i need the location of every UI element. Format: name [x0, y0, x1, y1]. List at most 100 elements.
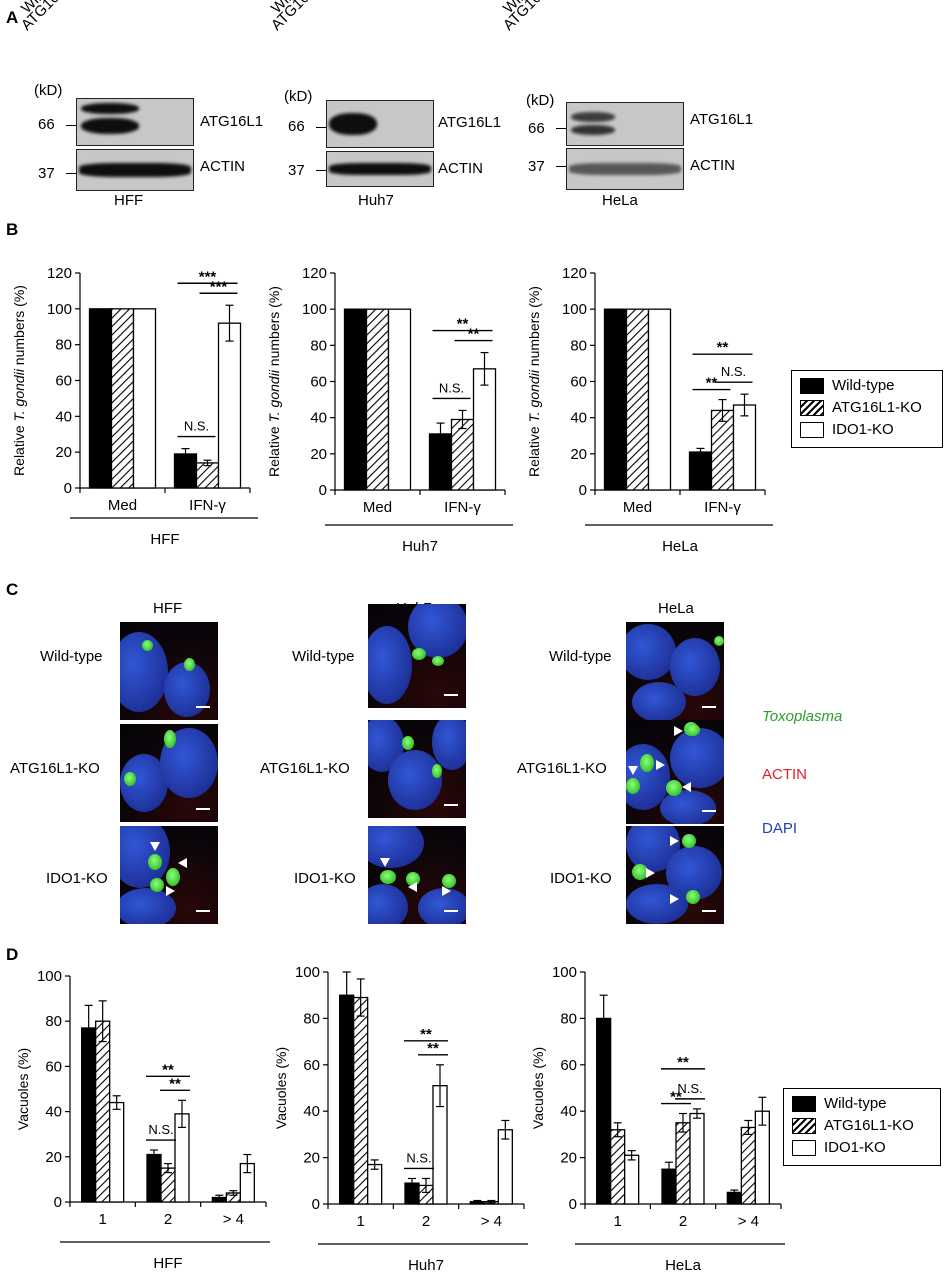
actin-band: [76, 149, 194, 191]
legend-item-wild-type: Wild-type: [792, 1093, 932, 1115]
arrowhead-marker: [670, 894, 679, 904]
atg16l1-band: [566, 102, 684, 146]
column-header-hff: HFF: [153, 600, 183, 617]
x-tick-label: > 4: [481, 1213, 502, 1230]
bar: [217, 322, 242, 489]
arrowhead-marker: [628, 766, 638, 775]
significance-label: **: [162, 1061, 174, 1078]
significance-label: ***: [210, 278, 228, 295]
y-tick-label: 80: [45, 1013, 62, 1030]
y-tick-label: 60: [45, 1058, 62, 1075]
legend-d: Wild-type ATG16L1-KO IDO1-KO: [783, 1088, 941, 1166]
significance-label: **: [717, 339, 729, 356]
legend-item-ido1-ko: IDO1-KO: [800, 419, 934, 441]
micrograph-hela-atg16l1-ko: [626, 720, 724, 824]
bar: [625, 308, 650, 491]
bar: [365, 308, 390, 491]
y-tick-label: 80: [310, 337, 327, 354]
arrowhead-marker: [166, 886, 175, 896]
significance-label: N.S.: [406, 1150, 431, 1165]
legend-item-atg16l1-ko: ATG16L1-KO: [792, 1115, 932, 1137]
bar: [497, 1129, 513, 1205]
bar: [339, 994, 355, 1205]
arrowhead-marker: [150, 842, 160, 851]
row-label-atg16l1-ko: ATG16L1-KO: [517, 760, 607, 777]
chart-b-hff: Relative T. gondii numbers (%) 0 20 40 60 80 1…: [11, 265, 258, 548]
swatch-hatched: [792, 1118, 816, 1135]
y-tick-label: 20: [303, 1150, 320, 1167]
marker-tick: [556, 166, 566, 167]
bar: [387, 308, 412, 491]
y-tick-label: 40: [45, 1104, 62, 1121]
significance-label: **: [427, 1040, 439, 1057]
chart-b-hela: Relative T. gondii numbers (%) 0 20 40 60 80 1…: [526, 265, 773, 555]
y-tick-label: 60: [303, 1057, 320, 1074]
marker-tick: [66, 125, 76, 126]
y-tick-label: 120: [562, 265, 587, 282]
y-axis-label: Relative T. gondii numbers (%): [266, 286, 282, 477]
bar: [88, 308, 113, 489]
significance-label: N.S.: [677, 1081, 702, 1096]
y-tick-label: 100: [37, 968, 62, 985]
micrograph-huh7-ido1-ko: [368, 826, 466, 924]
arrowhead-marker: [656, 760, 665, 770]
bar: [195, 462, 220, 489]
significance-label: N.S.: [439, 380, 464, 395]
legend-b: Wild-type ATG16L1-KO IDO1-KO: [791, 370, 943, 448]
y-tick-label: 0: [54, 1194, 62, 1211]
row-label-ido1-ko: IDO1-KO: [550, 870, 612, 887]
significance-label: **: [457, 316, 469, 333]
marker-tick: [556, 128, 566, 129]
arrowhead-marker: [442, 886, 451, 896]
band-label-actin: ACTIN: [200, 158, 245, 175]
bar: [647, 308, 672, 491]
y-tick-label: 80: [560, 1010, 577, 1027]
blot-cell-label: HFF: [114, 192, 144, 209]
bar: [132, 308, 157, 489]
y-axis-label: Relative T. gondii numbers (%): [11, 285, 27, 476]
panel-label-d: D: [6, 945, 19, 964]
arrowhead-marker: [670, 836, 679, 846]
chart-d-hff: Vacuoles (%) 0 20 40 60 80 100 1 2 > 4 HFF N.S. ****: [15, 968, 270, 1272]
cell-line-label: HeLa: [662, 538, 699, 555]
y-tick-label: 0: [319, 482, 327, 499]
y-tick-label: 60: [55, 373, 72, 390]
micrograph-huh7-atg16l1-ko: [368, 720, 466, 818]
y-tick-label: 0: [64, 480, 72, 497]
x-tick-label: 1: [613, 1213, 621, 1230]
bar: [109, 1101, 125, 1203]
band-label-actin: ACTIN: [438, 160, 483, 177]
bar: [343, 308, 368, 491]
marker-37: 37: [38, 165, 55, 182]
row-label-ido1-ko: IDO1-KO: [294, 870, 356, 887]
column-header-hela: HeLa: [658, 600, 694, 617]
legend-item-ido1-ko: IDO1-KO: [792, 1137, 932, 1159]
marker-66: 66: [288, 118, 305, 135]
bar: [146, 1153, 162, 1203]
arrowhead-marker: [408, 882, 417, 892]
band-label-atg16l1: ATG16L1: [200, 113, 264, 130]
y-tick-label: 20: [310, 446, 327, 463]
y-tick-label: 100: [552, 964, 577, 981]
y-tick-label: 100: [295, 964, 320, 981]
significance-label: **: [420, 1026, 432, 1043]
stain-label-actin: ACTIN: [762, 766, 807, 783]
lane-label-atg16l1-ko: ATG16L1-KO: [500, 0, 696, 34]
row-label-wild-type: Wild-type: [292, 648, 355, 665]
bar: [624, 1154, 640, 1205]
bar: [596, 1017, 612, 1205]
bar: [110, 308, 135, 489]
y-tick-label: 80: [570, 337, 587, 354]
atg16l1-band: [326, 100, 434, 148]
x-tick-label: 2: [422, 1213, 430, 1230]
y-tick-label: 20: [570, 446, 587, 463]
y-tick-label: 0: [312, 1196, 320, 1213]
bar: [603, 308, 628, 491]
lane-label-atg16l1-ko: ATG16L1-KO: [18, 0, 214, 34]
y-tick-label: 100: [302, 301, 327, 318]
bar: [95, 1020, 111, 1203]
arrowhead-marker: [682, 782, 691, 792]
band-label-atg16l1: ATG16L1: [690, 111, 754, 128]
kd-label: (kD): [526, 92, 555, 109]
bar: [688, 451, 713, 491]
